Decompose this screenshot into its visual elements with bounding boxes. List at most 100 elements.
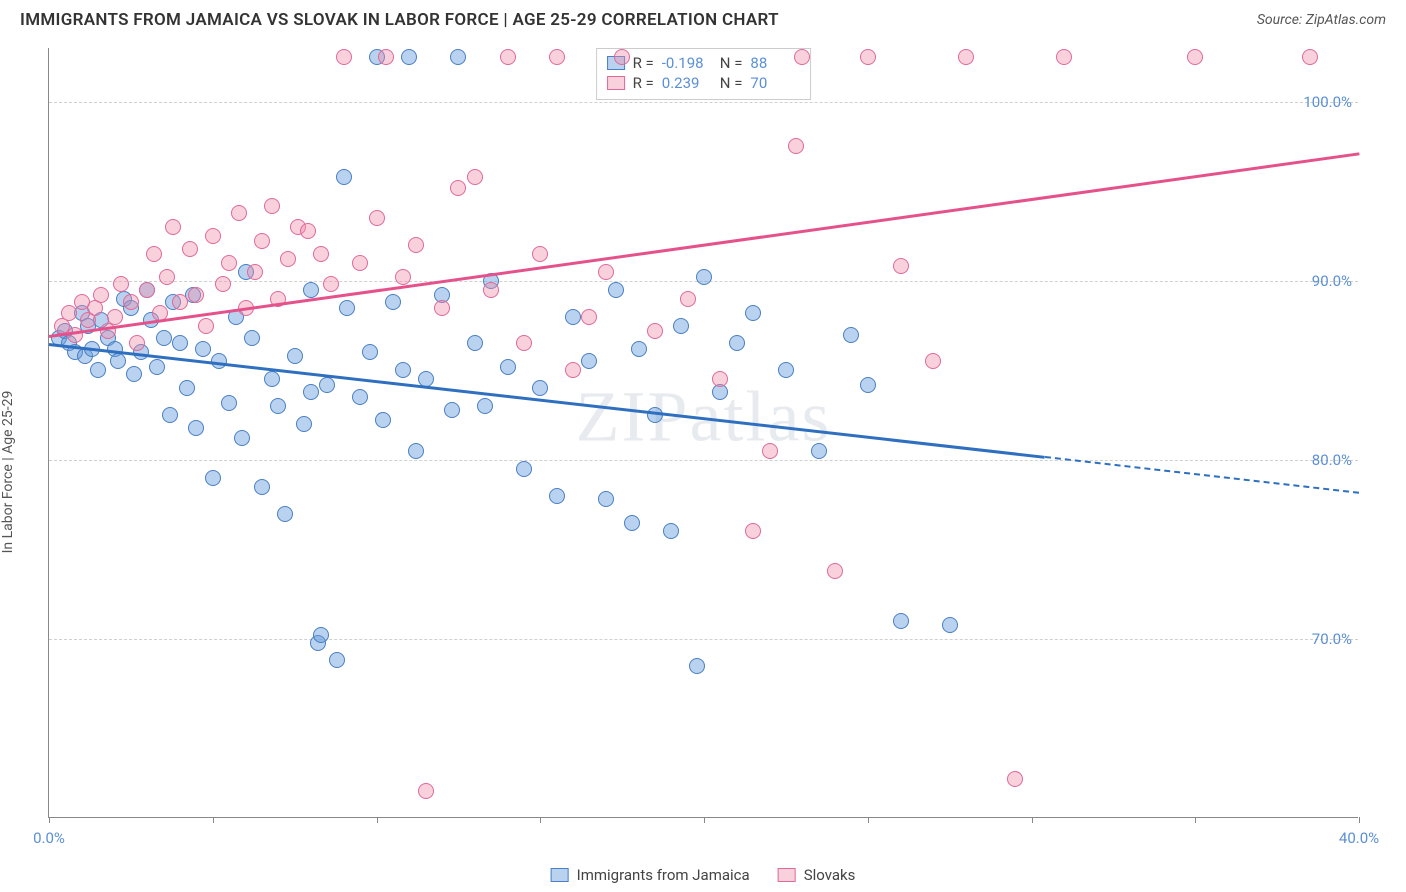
legend-swatch — [551, 868, 569, 882]
scatter-point — [794, 49, 810, 65]
scatter-point — [1187, 49, 1203, 65]
scatter-point — [516, 335, 532, 351]
scatter-point — [1056, 49, 1072, 65]
scatter-point — [581, 353, 597, 369]
scatter-point — [113, 276, 129, 292]
y-tick-label: 100.0% — [1303, 93, 1352, 111]
n-value: 88 — [750, 54, 800, 72]
scatter-point — [126, 366, 142, 382]
scatter-point — [254, 479, 270, 495]
scatter-point — [369, 210, 385, 226]
scatter-point — [408, 443, 424, 459]
x-tick-mark — [377, 817, 378, 823]
scatter-point — [500, 49, 516, 65]
y-tick-label: 80.0% — [1312, 451, 1352, 469]
scatter-point — [395, 269, 411, 285]
scatter-point — [270, 398, 286, 414]
scatter-point — [477, 398, 493, 414]
scatter-point — [254, 233, 270, 249]
scatter-point — [450, 49, 466, 65]
scatter-point — [221, 255, 237, 271]
scatter-point — [234, 430, 250, 446]
scatter-point — [745, 305, 761, 321]
x-tick-mark — [704, 817, 705, 823]
legend-label: Slovaks — [804, 866, 856, 884]
series-swatch — [607, 76, 625, 90]
scatter-point — [483, 282, 499, 298]
scatter-point — [336, 169, 352, 185]
scatter-point — [811, 443, 827, 459]
scatter-point — [647, 323, 663, 339]
scatter-point — [215, 276, 231, 292]
scatter-point — [162, 407, 178, 423]
scatter-point — [264, 198, 280, 214]
scatter-point — [323, 276, 339, 292]
x-tick-mark — [49, 817, 50, 823]
n-value: 70 — [750, 74, 800, 92]
x-tick-mark — [1032, 817, 1033, 823]
scatter-point — [680, 291, 696, 307]
stats-row: R = 0.239 N = 70 — [607, 73, 801, 93]
scatter-point — [450, 180, 466, 196]
scatter-point — [696, 269, 712, 285]
scatter-point — [401, 49, 417, 65]
scatter-point — [61, 305, 77, 321]
scatter-point — [745, 523, 761, 539]
scatter-point — [247, 264, 263, 280]
scatter-point — [532, 380, 548, 396]
scatter-point — [1007, 771, 1023, 787]
x-tick-mark — [540, 817, 541, 823]
scatter-point — [313, 627, 329, 643]
y-tick-label: 90.0% — [1312, 272, 1352, 290]
legend-item: Slovaks — [778, 866, 856, 884]
scatter-point — [729, 335, 745, 351]
legend: Immigrants from Jamaica Slovaks — [551, 866, 856, 884]
scatter-point — [231, 205, 247, 221]
scatter-point — [159, 269, 175, 285]
scatter-point — [673, 318, 689, 334]
scatter-point — [362, 344, 378, 360]
scatter-point — [467, 169, 483, 185]
x-tick-label: 40.0% — [1339, 829, 1379, 847]
scatter-point — [352, 389, 368, 405]
scatter-point — [608, 282, 624, 298]
scatter-point — [277, 506, 293, 522]
r-label: R = — [633, 74, 654, 92]
scatter-point — [689, 658, 705, 674]
legend-label: Immigrants from Jamaica — [577, 866, 750, 884]
scatter-point — [598, 264, 614, 280]
y-axis-label: In Labor Force | Age 25-29 — [0, 391, 16, 554]
scatter-point — [303, 282, 319, 298]
gridline — [49, 102, 1358, 103]
scatter-point — [165, 219, 181, 235]
scatter-point — [149, 359, 165, 375]
scatter-point — [172, 335, 188, 351]
scatter-point — [182, 241, 198, 257]
scatter-point — [172, 294, 188, 310]
scatter-point — [205, 228, 221, 244]
scatter-point — [198, 318, 214, 334]
scatter-point — [303, 384, 319, 400]
scatter-point — [107, 309, 123, 325]
scatter-point — [827, 563, 843, 579]
scatter-point — [296, 416, 312, 432]
scatter-point — [843, 327, 859, 343]
scatter-point — [129, 335, 145, 351]
scatter-point — [500, 359, 516, 375]
scatter-point — [942, 617, 958, 633]
scatter-point — [205, 470, 221, 486]
scatter-point — [516, 461, 532, 477]
scatter-point — [313, 246, 329, 262]
scatter-point — [788, 138, 804, 154]
scatter-point — [319, 377, 335, 393]
scatter-point — [139, 282, 155, 298]
y-tick-label: 70.0% — [1312, 630, 1352, 648]
scatter-point — [110, 353, 126, 369]
scatter-point — [925, 353, 941, 369]
r-value: 0.239 — [662, 74, 712, 92]
scatter-point — [244, 330, 260, 346]
n-label: N = — [720, 74, 743, 92]
scatter-point — [893, 613, 909, 629]
scatter-point — [188, 420, 204, 436]
scatter-point — [146, 246, 162, 262]
